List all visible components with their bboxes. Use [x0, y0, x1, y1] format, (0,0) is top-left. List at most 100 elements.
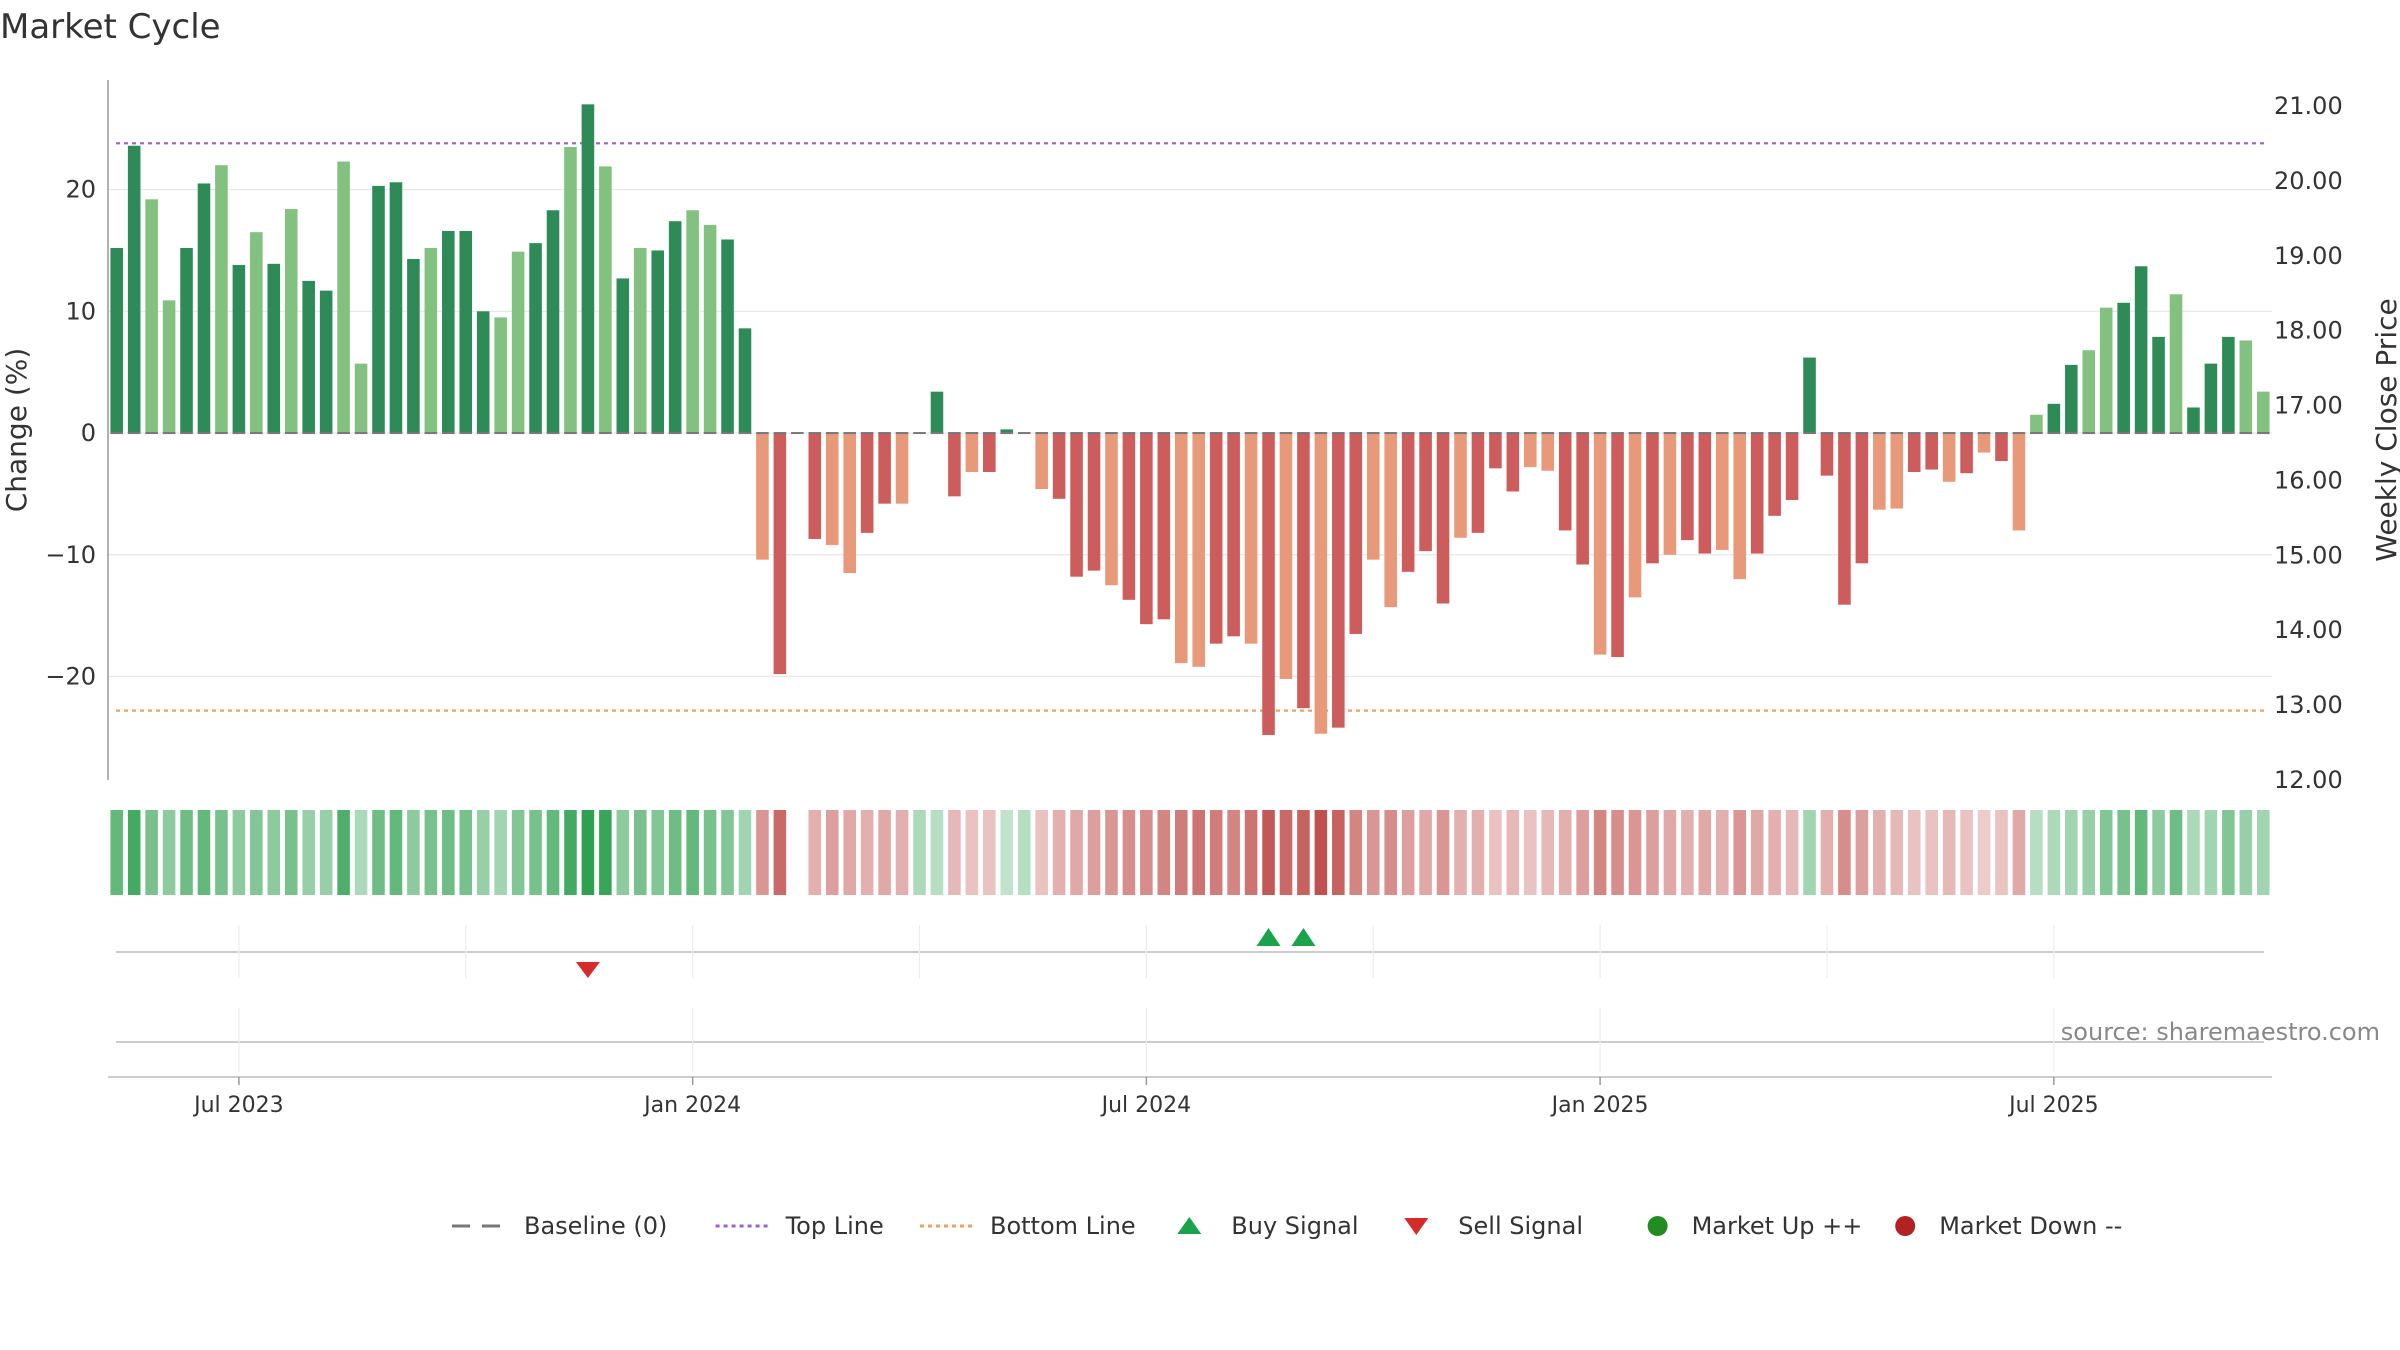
change-bar — [1332, 433, 1345, 728]
intensity-cell — [2187, 810, 2200, 895]
intensity-cell — [476, 810, 490, 895]
intensity-cell — [1785, 810, 1799, 895]
intensity-cell — [2222, 810, 2235, 895]
intensity-cell — [407, 810, 420, 895]
change-bar — [1052, 433, 1066, 499]
intensity-cell — [2117, 810, 2130, 895]
change-bar — [1524, 433, 1537, 468]
change-bar — [284, 209, 298, 434]
intensity-cell — [843, 810, 856, 895]
change-bar — [808, 433, 822, 539]
intensity-cell — [564, 810, 577, 895]
change-bar — [1000, 429, 1014, 434]
change-bar — [1733, 433, 1747, 580]
change-bar — [1925, 433, 1938, 470]
intensity-cell — [459, 810, 473, 895]
intensity-cell — [302, 810, 315, 895]
change-bar — [1192, 433, 1206, 667]
intensity-cell — [1820, 810, 1834, 895]
intensity-cell — [668, 810, 682, 895]
intensity-cell — [215, 810, 228, 895]
intensity-cell — [2030, 810, 2043, 895]
change-bar — [599, 166, 612, 434]
reference-lines — [116, 142, 2264, 712]
intensity-cell — [162, 810, 176, 895]
intensity-cell — [1087, 810, 1101, 895]
change-bar — [1297, 433, 1310, 709]
intensity-cell — [424, 810, 438, 895]
legend-swatch — [1404, 1218, 1429, 1235]
change-bar — [267, 263, 281, 434]
change-bar — [2117, 302, 2130, 434]
intensity-cell — [930, 810, 944, 895]
intensity-cell — [1489, 810, 1502, 895]
change-bar — [1558, 433, 1572, 531]
change-bar — [965, 433, 979, 472]
intensity-cell — [1209, 810, 1223, 895]
change-bar — [1942, 433, 1956, 482]
intensity-cell — [1017, 810, 1031, 895]
legend-swatch — [1177, 1217, 1202, 1234]
change-bar — [250, 232, 263, 434]
intensity-cell — [1733, 810, 1747, 895]
intensity-cell — [1524, 810, 1537, 895]
change-bar — [389, 182, 403, 434]
legend-item-sell: Sell Signal — [1404, 1212, 1583, 1240]
change-bars — [110, 104, 2270, 735]
change-bar — [1209, 433, 1223, 644]
intensity-cell — [1314, 810, 1328, 895]
intensity-cell — [1122, 810, 1136, 895]
intensity-cell — [1192, 810, 1206, 895]
intensity-cell — [913, 810, 926, 895]
intensity-cell — [1541, 810, 1555, 895]
x-tick-label: Jan 2024 — [642, 1093, 741, 1118]
change-bar — [1611, 433, 1624, 658]
legend-item-bottom_line: Bottom Line — [920, 1212, 1136, 1240]
change-bar — [110, 248, 124, 434]
change-bar — [1087, 433, 1101, 571]
intensity-cell — [529, 810, 542, 895]
y2-tick-label: 19.00 — [2274, 242, 2343, 270]
legend-label: Baseline (0) — [524, 1212, 667, 1240]
change-bar — [1855, 433, 1869, 564]
intensity-cell — [1000, 810, 1014, 895]
intensity-cell — [232, 810, 246, 895]
legend-swatch — [1895, 1216, 1916, 1236]
intensity-cell — [1506, 810, 1520, 895]
intensity-cell — [2012, 810, 2026, 895]
y-tick-label: 20 — [65, 176, 96, 204]
intensity-cell — [965, 810, 979, 895]
buy-signal-marker — [1256, 928, 1281, 946]
intensity-cell — [2152, 810, 2165, 895]
change-bar — [616, 278, 630, 434]
intensity-cell — [2204, 810, 2218, 895]
intensity-cell — [1855, 810, 1869, 895]
intensity-cell — [1262, 810, 1275, 895]
change-bar — [1244, 433, 1258, 644]
intensity-cell — [2239, 810, 2253, 895]
change-bar — [1576, 433, 1589, 565]
change-bar — [1262, 433, 1275, 735]
intensity-cell — [337, 810, 350, 895]
change-bar — [1384, 433, 1397, 608]
intensity-cell — [1558, 810, 1572, 895]
change-bar — [424, 248, 438, 434]
intensity-cell — [546, 810, 560, 895]
intensity-cell — [1995, 810, 2008, 895]
change-bar — [1401, 433, 1415, 572]
change-bar — [1803, 357, 1816, 434]
y2-tick-label: 20.00 — [2274, 167, 2343, 195]
intensity-cell — [1366, 810, 1380, 895]
x-tick-label: Jan 2025 — [1550, 1093, 1649, 1118]
change-bar — [2239, 340, 2253, 434]
change-bar — [442, 230, 455, 434]
change-bar — [2222, 336, 2235, 434]
change-bar — [1436, 433, 1450, 604]
change-bar — [1785, 433, 1799, 500]
change-bar — [1663, 433, 1677, 555]
change-bar — [319, 290, 333, 434]
intensity-cell — [1873, 810, 1886, 895]
intensity-cell — [808, 810, 822, 895]
intensity-cell — [1227, 810, 1240, 895]
